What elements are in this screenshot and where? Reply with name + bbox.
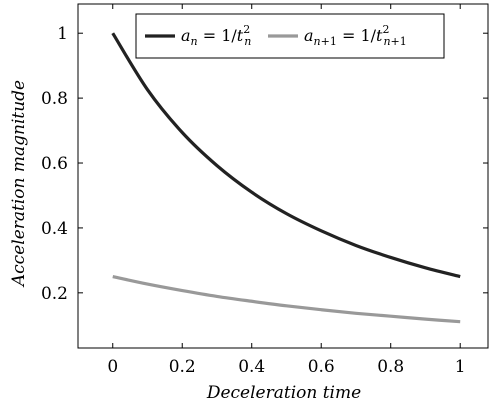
y-tick-label: 0.6 [41,154,68,174]
x-axis-title: Deceleration time [206,383,361,403]
x-tick-label: 0 [107,357,118,377]
y-tick-label: 0.4 [41,219,68,239]
x-tick-label: 0.4 [238,357,265,377]
y-tick-label: 1 [57,24,68,44]
y-axis-title: Acceleration magnitude [9,80,29,288]
x-tick-label: 0.6 [308,357,335,377]
plot-area-frame [77,3,489,349]
x-tick-label: 1 [455,357,466,377]
legend-label-series-1: an = 1/t2 n [181,23,251,48]
legend: an = 1/t2 n an+1 = 1/t2 n+1 [135,13,445,59]
y-tick-label: 0.8 [41,89,68,109]
series-line-1 [111,32,461,279]
x-tick-label: 0.2 [169,357,196,377]
series-line-2 [112,275,461,324]
x-tick-label: 0.8 [377,357,404,377]
y-tick-label: 0.2 [41,284,68,304]
legend-label-series-2: an+1 = 1/t2 n+1 [304,23,407,48]
